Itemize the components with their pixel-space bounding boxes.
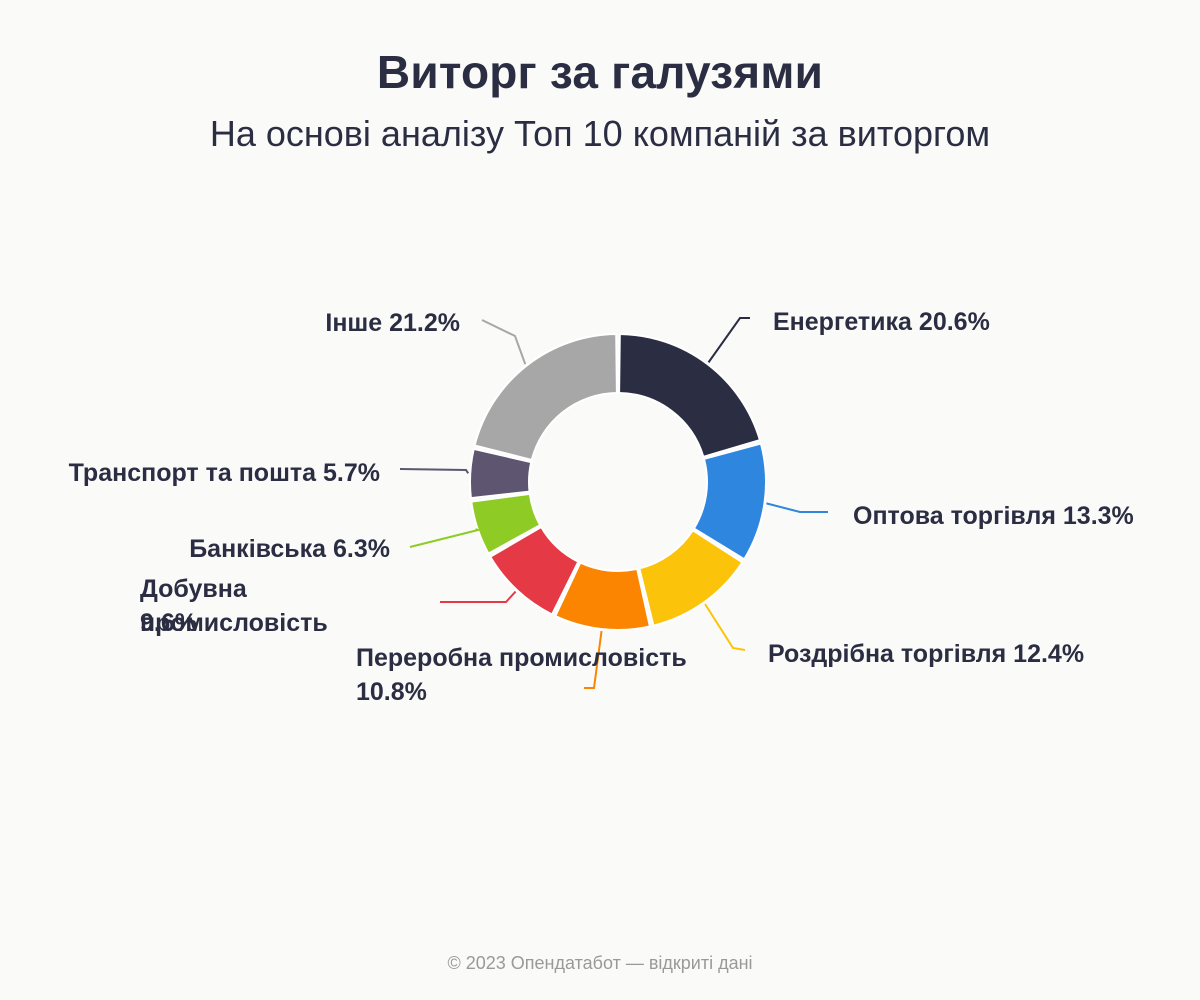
slice-4[interactable] [554, 561, 651, 631]
slice-label-3: Роздрібна торгівля 12.4% [768, 640, 1084, 668]
leader-line-7 [399, 468, 470, 474]
leader-line-4 [584, 630, 603, 689]
slice-label-1: Енергетика 20.6% [773, 308, 990, 336]
label-leader-lines [399, 317, 828, 689]
slice-label-4-line-1: Переробна промисловість [356, 644, 687, 672]
footer-credit: © 2023 Опендатабот — відкриті дані [447, 953, 753, 973]
leader-line-6 [409, 528, 482, 548]
slice-label-5-line-3: 9.6% [140, 609, 197, 637]
leader-line-2 [766, 502, 828, 513]
slice-label-5-line-1: Добувна [140, 575, 248, 603]
slice-label-6: Банківська 6.3% [189, 535, 390, 563]
slice-7[interactable] [469, 447, 533, 500]
slice-8[interactable] [473, 333, 618, 462]
chart-title: Виторг за галузями [376, 46, 824, 98]
slice-label-5-line-2: промисловість [140, 609, 328, 637]
slice-label-7: Транспорт та пошта 5.7% [69, 459, 380, 487]
slice-labels: Енергетика 20.6% Оптова торгівля 13.3% Роз… [69, 308, 1134, 706]
slice-5[interactable] [489, 525, 580, 616]
leader-line-3 [704, 603, 746, 651]
slice-label-4-line-2: 10.8% [356, 678, 427, 706]
slice-3[interactable] [638, 529, 744, 627]
leader-line-8 [481, 319, 527, 365]
slice-2[interactable] [692, 442, 767, 561]
leader-line-5 [440, 590, 517, 603]
chart-subtitle: На основі аналізу Топ 10 компаній за вит… [209, 113, 991, 154]
slice-label-2: Оптова торгівля 13.3% [853, 502, 1134, 530]
donut-slices [469, 333, 767, 631]
slice-1[interactable] [618, 333, 761, 458]
slice-6[interactable] [470, 492, 542, 555]
slice-label-8: Інше 21.2% [325, 309, 460, 337]
leader-line-1 [707, 317, 750, 363]
